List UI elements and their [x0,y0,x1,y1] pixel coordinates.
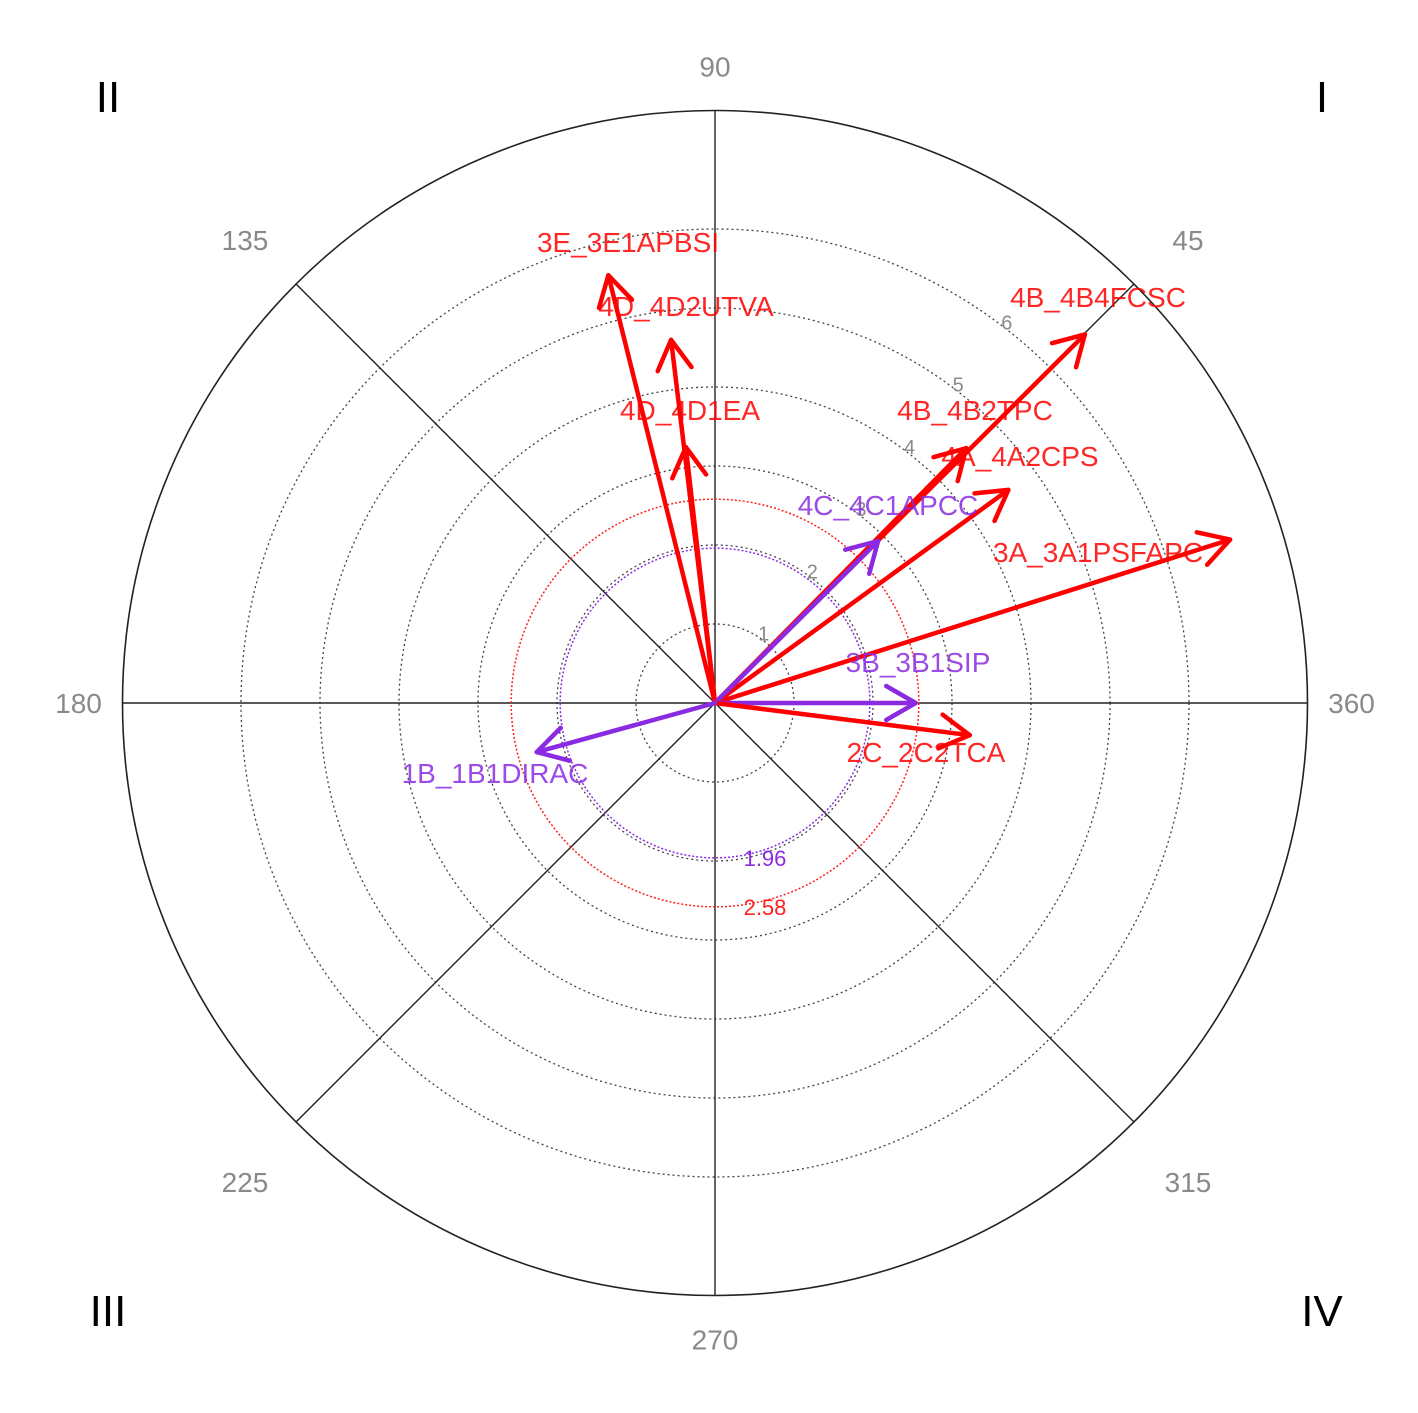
angle-label: 270 [692,1325,739,1356]
vector-arrow [670,444,718,706]
vector-arrow [596,273,718,706]
ring-tick-label: 6 [1001,312,1012,334]
vector-label: 4B_4B4FCSC [1010,282,1186,313]
vector-label: 4A_4A2CPS [941,441,1098,472]
angle-label: 135 [222,225,269,256]
vector-arrow [712,683,918,723]
quadrant-label-I: I [1316,73,1328,122]
significance-circle [510,498,920,908]
vector-arrow [712,538,881,706]
vector-label: 1B_1B1DIRAC [402,758,589,789]
vector-label: 3E_3E1APBSI [537,227,719,258]
significance-label: 1.96 [744,846,787,871]
ring-tick-label: 5 [953,375,964,397]
vectors [534,273,1233,763]
quadrant-label-III: III [90,1287,127,1336]
vector-arrow [712,487,1011,706]
quadrant-label-II: II [96,73,120,122]
vector-label: 2C_2C2TCA [847,737,1006,768]
angle-label: 225 [222,1167,269,1198]
vector-label: 3A_3A1PSFAPC [993,537,1203,568]
significance-label: 2.58 [744,895,787,920]
ring-tick-labels: 1 2 3 4 5 6 [758,312,1012,645]
angle-label: 45 [1172,225,1203,256]
quadrant-label-IV: IV [1301,1287,1343,1336]
angle-label: 315 [1165,1167,1212,1198]
ring-tick-label: 3 [855,499,866,521]
ring-tick-label: 1 [758,624,769,646]
angle-label: 360 [1328,688,1375,719]
vector-arrow [712,700,972,751]
angle-label: 90 [699,52,730,83]
ring-tick-label: 4 [904,437,915,459]
ring-tick-label: 2 [807,561,818,583]
vector-arrow [712,530,1233,706]
vector-arrow [534,700,718,763]
vector-label: 3B_3B1SIP [846,647,991,678]
angle-label: 180 [55,688,102,719]
vector-label: 4B_4B2TPC [897,395,1053,426]
vector-label: 4D_4D1EA [620,395,760,426]
vector-label: 4C_4C1APCC [798,490,979,521]
vector-labels: 3E_3E1APBSI 4D_4D2UTVA 4D_4D1EA 4B_4B4FCSC 4… [402,227,1203,789]
vector-label: 4D_4D2UTVA [598,291,774,322]
